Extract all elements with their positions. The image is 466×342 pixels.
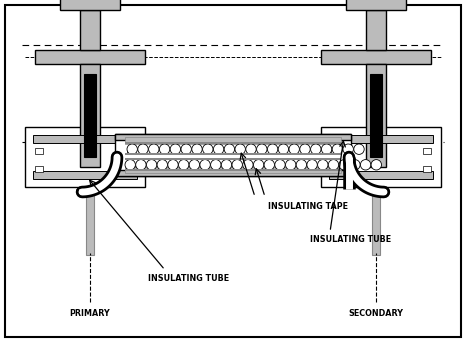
Circle shape [354, 144, 364, 154]
Circle shape [149, 144, 159, 154]
Bar [80, 10, 100, 50]
Circle shape [138, 144, 148, 154]
Circle shape [267, 144, 278, 154]
Circle shape [275, 160, 285, 170]
Circle shape [371, 160, 382, 170]
Circle shape [339, 160, 350, 170]
Circle shape [136, 160, 146, 170]
Bar [125, 169, 341, 171]
Circle shape [232, 160, 242, 170]
Circle shape [224, 144, 234, 154]
Text: PRIMARY: PRIMARY [69, 310, 110, 318]
Circle shape [264, 160, 274, 170]
Bar [423, 166, 431, 172]
Bar [33, 135, 137, 143]
Circle shape [127, 144, 137, 154]
Circle shape [211, 160, 221, 170]
Bar [127, 166, 135, 172]
Circle shape [221, 160, 232, 170]
Bar [329, 171, 433, 179]
Text: INSULATING TAPE: INSULATING TAPE [268, 202, 348, 211]
Circle shape [322, 144, 332, 154]
Circle shape [170, 144, 181, 154]
Circle shape [200, 160, 210, 170]
Bar [115, 170, 351, 176]
Circle shape [278, 144, 288, 154]
Circle shape [289, 144, 299, 154]
Bar [25, 127, 145, 187]
Bar [127, 148, 135, 154]
Bar [366, 10, 386, 50]
Bar [331, 148, 339, 154]
Circle shape [332, 144, 343, 154]
Bar [329, 135, 433, 143]
Circle shape [125, 160, 136, 170]
Bar [84, 74, 96, 157]
Circle shape [296, 160, 307, 170]
Circle shape [178, 160, 189, 170]
Circle shape [203, 144, 213, 154]
Circle shape [307, 160, 317, 170]
Bar [125, 154, 341, 155]
Bar [331, 166, 339, 172]
Bar [366, 64, 386, 167]
Bar [35, 166, 43, 172]
Bar [80, 64, 100, 167]
Circle shape [213, 144, 224, 154]
Bar [86, 187, 94, 255]
Circle shape [159, 144, 170, 154]
Circle shape [181, 144, 192, 154]
Circle shape [257, 144, 267, 154]
Bar [115, 134, 351, 140]
Bar [321, 127, 441, 187]
Bar [125, 158, 341, 160]
Circle shape [318, 160, 328, 170]
Bar [35, 50, 145, 64]
Circle shape [311, 144, 321, 154]
Bar [346, 0, 406, 10]
Circle shape [168, 160, 178, 170]
Circle shape [329, 160, 339, 170]
Circle shape [189, 160, 199, 170]
Circle shape [146, 160, 157, 170]
Circle shape [360, 160, 371, 170]
Bar [35, 148, 43, 154]
Circle shape [246, 144, 256, 154]
Bar [125, 142, 341, 144]
Bar [125, 167, 341, 173]
Bar [33, 171, 137, 179]
Circle shape [157, 160, 167, 170]
Circle shape [286, 160, 296, 170]
Bar [423, 148, 431, 154]
Bar [370, 74, 382, 157]
Text: INSULATING TUBE: INSULATING TUBE [148, 274, 229, 283]
Circle shape [235, 144, 246, 154]
Bar [115, 134, 351, 176]
Bar [372, 187, 380, 255]
Text: SECONDARY: SECONDARY [349, 310, 404, 318]
Bar [321, 50, 431, 64]
Bar [60, 0, 120, 10]
Circle shape [254, 160, 264, 170]
Text: INSULATING TUBE: INSULATING TUBE [310, 235, 391, 244]
Circle shape [350, 160, 360, 170]
Circle shape [192, 144, 202, 154]
Bar [125, 137, 341, 144]
Circle shape [343, 144, 353, 154]
Circle shape [300, 144, 310, 154]
Circle shape [243, 160, 253, 170]
